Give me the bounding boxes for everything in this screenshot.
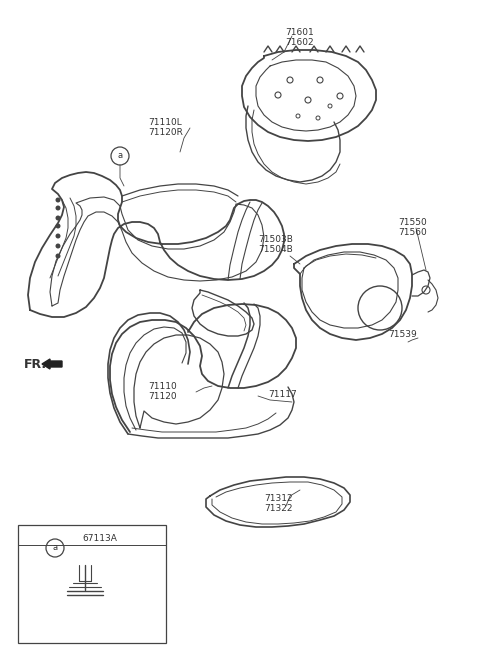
- Circle shape: [56, 216, 60, 220]
- Text: 71601
71602: 71601 71602: [285, 28, 314, 47]
- Circle shape: [56, 197, 60, 203]
- Text: 71110L
71120R: 71110L 71120R: [148, 118, 183, 137]
- Text: 71110
71120: 71110 71120: [148, 382, 177, 401]
- Circle shape: [56, 234, 60, 239]
- Text: 71550
71560: 71550 71560: [398, 218, 427, 237]
- FancyArrow shape: [42, 359, 62, 369]
- Text: 71503B
71504B: 71503B 71504B: [258, 235, 293, 255]
- Text: FR.: FR.: [24, 358, 47, 371]
- Text: 67113A: 67113A: [82, 534, 117, 543]
- Circle shape: [56, 253, 60, 258]
- Text: 71312
71322: 71312 71322: [264, 494, 293, 514]
- Circle shape: [56, 224, 60, 228]
- Text: 71539: 71539: [388, 330, 417, 339]
- Text: 71117: 71117: [268, 390, 297, 399]
- Bar: [18, 525, 166, 643]
- Text: a: a: [118, 152, 122, 161]
- Text: a: a: [52, 544, 58, 552]
- Circle shape: [56, 243, 60, 249]
- Circle shape: [56, 205, 60, 211]
